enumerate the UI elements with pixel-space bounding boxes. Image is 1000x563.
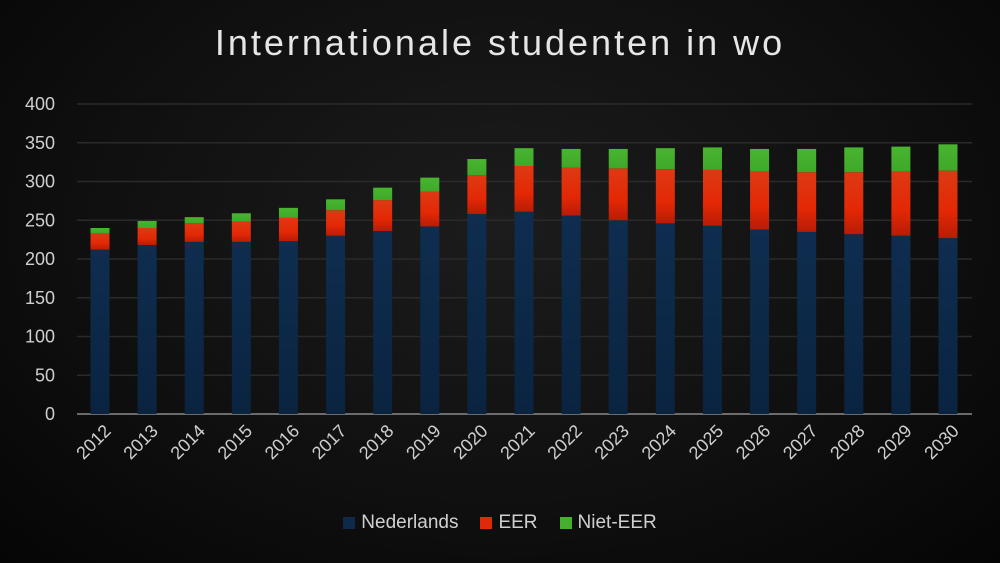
bar-nederlands-2020 bbox=[467, 214, 487, 414]
bar-nederlands-2030 bbox=[938, 238, 958, 414]
bar-eer-2016 bbox=[278, 217, 298, 242]
x-tick-label: 2014 bbox=[167, 421, 209, 463]
bar-nederlands-2029 bbox=[891, 235, 911, 414]
bar-nederlands-2012 bbox=[90, 249, 110, 414]
bar-niet-eer-2025 bbox=[702, 147, 722, 170]
legend-swatch bbox=[480, 517, 493, 529]
bar-eer-2012 bbox=[90, 233, 110, 250]
x-tick-label: 2020 bbox=[449, 421, 491, 463]
legend-item: Nederlands bbox=[343, 512, 458, 534]
y-tick-label: 300 bbox=[25, 172, 55, 192]
y-tick-label: 250 bbox=[25, 210, 55, 230]
bar-niet-eer-2023 bbox=[608, 148, 628, 169]
bar-eer-2022 bbox=[561, 167, 581, 216]
x-tick-label: 2015 bbox=[214, 421, 256, 463]
x-tick-label: 2028 bbox=[826, 421, 868, 463]
bar-eer-2018 bbox=[373, 200, 393, 232]
bar-nederlands-2013 bbox=[137, 245, 157, 414]
bar-niet-eer-2027 bbox=[797, 148, 817, 173]
x-tick-label: 2029 bbox=[873, 421, 915, 463]
legend-label: Niet-EER bbox=[577, 512, 657, 533]
x-tick-label: 2030 bbox=[920, 421, 962, 463]
bar-nederlands-2027 bbox=[797, 231, 817, 414]
bar-niet-eer-2012 bbox=[90, 228, 110, 234]
x-tick-label: 2025 bbox=[685, 421, 727, 463]
bar-eer-2021 bbox=[514, 166, 534, 212]
bar-nederlands-2017 bbox=[326, 235, 346, 414]
bar-eer-2024 bbox=[655, 169, 675, 224]
bar-eer-2014 bbox=[184, 223, 204, 242]
bar-eer-2025 bbox=[702, 169, 722, 226]
y-tick-label: 150 bbox=[25, 288, 55, 308]
legend-label: Nederlands bbox=[361, 512, 459, 533]
bar-niet-eer-2019 bbox=[420, 177, 440, 192]
y-tick-label: 350 bbox=[25, 133, 55, 153]
bar-eer-2017 bbox=[326, 210, 346, 236]
legend: Nederlands EER Niet-EER bbox=[0, 512, 1000, 534]
legend-item: EER bbox=[480, 512, 538, 534]
bar-eer-2015 bbox=[231, 221, 251, 242]
bar-eer-2029 bbox=[891, 171, 911, 236]
bar-niet-eer-2026 bbox=[750, 148, 770, 172]
bar-nederlands-2021 bbox=[514, 211, 534, 414]
bar-nederlands-2016 bbox=[278, 241, 298, 414]
y-tick-label: 200 bbox=[25, 249, 55, 269]
chart-title: Internationale studenten in wo bbox=[214, 22, 786, 63]
bar-niet-eer-2030 bbox=[938, 144, 958, 171]
x-tick-label: 2017 bbox=[308, 421, 350, 463]
bar-eer-2026 bbox=[750, 171, 770, 230]
bar-eer-2027 bbox=[797, 172, 817, 232]
y-tick-label: 400 bbox=[25, 94, 55, 114]
bar-nederlands-2018 bbox=[373, 231, 393, 414]
bar-niet-eer-2024 bbox=[655, 148, 675, 170]
x-tick-label: 2019 bbox=[402, 421, 444, 463]
x-tick-label: 2023 bbox=[591, 421, 633, 463]
x-tick-label: 2022 bbox=[543, 421, 585, 463]
y-tick-label: 100 bbox=[25, 327, 55, 347]
bar-niet-eer-2017 bbox=[326, 199, 346, 211]
y-tick-label: 50 bbox=[35, 365, 55, 385]
bar-eer-2013 bbox=[137, 228, 157, 246]
legend-swatch bbox=[343, 517, 356, 529]
bar-niet-eer-2013 bbox=[137, 221, 157, 228]
bar-nederlands-2028 bbox=[844, 234, 864, 414]
bar-niet-eer-2016 bbox=[278, 207, 298, 218]
bar-niet-eer-2018 bbox=[373, 187, 393, 201]
bar-nederlands-2022 bbox=[561, 215, 581, 414]
y-tick-label: 0 bbox=[45, 404, 55, 424]
bar-nederlands-2019 bbox=[420, 226, 440, 414]
bar-eer-2019 bbox=[420, 191, 440, 227]
x-tick-label: 2013 bbox=[119, 421, 161, 463]
legend-label: EER bbox=[498, 512, 538, 533]
x-tick-label: 2021 bbox=[496, 421, 538, 463]
bar-nederlands-2024 bbox=[655, 223, 675, 414]
x-tick-label: 2016 bbox=[261, 421, 303, 463]
bar-eer-2030 bbox=[938, 170, 958, 239]
bar-nederlands-2015 bbox=[231, 241, 251, 414]
x-tick-label: 2026 bbox=[732, 421, 774, 463]
bar-niet-eer-2020 bbox=[467, 159, 487, 176]
bar-niet-eer-2021 bbox=[514, 148, 534, 166]
bar-eer-2020 bbox=[467, 175, 487, 215]
legend-item: Niet-EER bbox=[559, 512, 657, 534]
bar-niet-eer-2029 bbox=[891, 146, 911, 172]
x-tick-label: 2012 bbox=[72, 421, 114, 463]
x-tick-label: 2018 bbox=[355, 421, 397, 463]
bar-nederlands-2026 bbox=[750, 229, 770, 414]
bar-niet-eer-2015 bbox=[231, 213, 251, 222]
bar-eer-2028 bbox=[844, 172, 864, 235]
bar-eer-2023 bbox=[608, 168, 628, 221]
x-tick-label: 2024 bbox=[638, 421, 680, 463]
bar-niet-eer-2022 bbox=[561, 148, 581, 168]
x-tick-label: 2027 bbox=[779, 421, 821, 463]
bar-nederlands-2025 bbox=[702, 225, 722, 414]
bar-niet-eer-2014 bbox=[184, 217, 204, 224]
bar-niet-eer-2028 bbox=[844, 147, 864, 173]
bar-nederlands-2014 bbox=[184, 241, 204, 414]
bar-nederlands-2023 bbox=[608, 220, 628, 414]
legend-swatch bbox=[559, 517, 572, 529]
